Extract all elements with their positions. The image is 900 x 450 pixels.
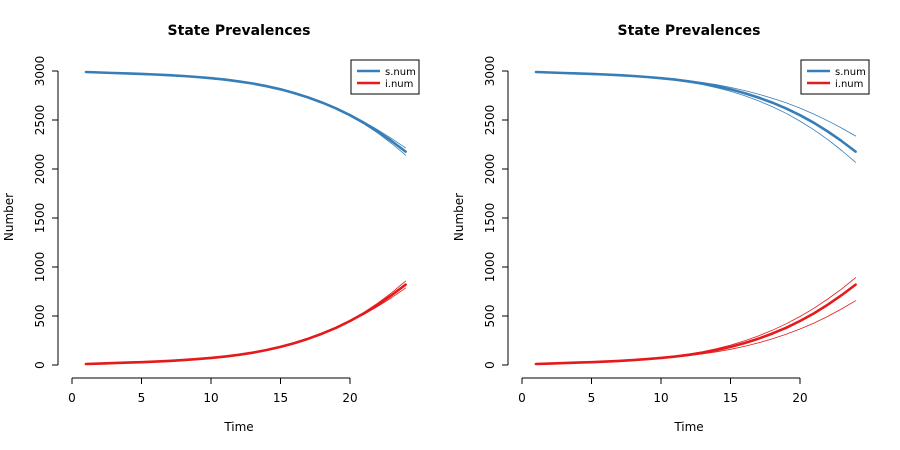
y-ticks: 0 500 1000 1500 2000 2500 3000 bbox=[483, 56, 508, 369]
x-ticks: 0 5 10 15 20 bbox=[518, 378, 808, 405]
x-tick-label: 5 bbox=[588, 391, 596, 405]
legend-label-s-num: s.num bbox=[835, 67, 866, 78]
y-tick-label: 2000 bbox=[483, 154, 497, 185]
y-axis-label: Number bbox=[2, 193, 16, 241]
chart-title: State Prevalences bbox=[618, 23, 761, 39]
y-tick-label: 1500 bbox=[483, 203, 497, 234]
series-line-i-num-simulation bbox=[535, 300, 856, 365]
y-tick-label: 3000 bbox=[483, 56, 497, 87]
legend-box bbox=[800, 59, 870, 95]
y-tick-label: 2500 bbox=[33, 105, 47, 136]
y-tick-label: 1000 bbox=[33, 252, 47, 283]
y-tick-label: 3000 bbox=[33, 56, 47, 87]
x-axis-label: Time bbox=[673, 420, 703, 434]
x-tick-label: 15 bbox=[723, 391, 738, 405]
legend-label-s-num: s.num bbox=[385, 67, 416, 78]
y-tick-label: 0 bbox=[33, 361, 47, 369]
legend: s.num i.num bbox=[800, 59, 870, 95]
x-ticks: 0 5 10 15 20 bbox=[68, 378, 358, 405]
x-tick-label: 0 bbox=[518, 391, 526, 405]
y-tick-label: 0 bbox=[483, 361, 497, 369]
x-tick-label: 10 bbox=[203, 391, 218, 405]
series-line-i-num-simulation bbox=[85, 280, 407, 365]
x-tick-label: 5 bbox=[138, 391, 146, 405]
series-line-s-num-simulation bbox=[85, 71, 407, 156]
series-line-i-num-simulation bbox=[535, 277, 856, 365]
series-line-i-num-mean bbox=[534, 283, 857, 366]
x-tick-label: 20 bbox=[342, 391, 357, 405]
x-tick-label: 0 bbox=[68, 391, 76, 405]
chart-title: State Prevalences bbox=[168, 23, 311, 39]
y-tick-label: 1500 bbox=[33, 203, 47, 234]
x-tick-label: 20 bbox=[792, 391, 807, 405]
y-axis-label: Number bbox=[452, 193, 466, 241]
y-tick-label: 1000 bbox=[483, 252, 497, 283]
legend-box bbox=[350, 59, 420, 95]
y-tick-label: 2000 bbox=[33, 154, 47, 185]
y-ticks: 0 500 1000 1500 2000 2500 3000 bbox=[33, 56, 58, 369]
series-line-s-num-simulation bbox=[535, 71, 856, 163]
x-tick-label: 15 bbox=[273, 391, 288, 405]
plot-series bbox=[534, 70, 857, 366]
panel-right: State Prevalences Time Number 0 5 10 15 20 0… bbox=[452, 23, 870, 434]
plot-series bbox=[84, 70, 407, 366]
y-tick-label: 2500 bbox=[483, 105, 497, 136]
legend-label-i-num: i.num bbox=[835, 79, 863, 90]
panel-left: State Prevalences Time Number 0 5 10 15 20 0… bbox=[2, 23, 420, 434]
y-tick-label: 500 bbox=[33, 305, 47, 328]
x-tick-label: 10 bbox=[653, 391, 668, 405]
series-line-i-num-mean bbox=[84, 283, 407, 366]
legend: s.num i.num bbox=[350, 59, 420, 95]
y-tick-label: 500 bbox=[483, 305, 497, 328]
legend-label-i-num: i.num bbox=[385, 79, 413, 90]
x-axis-label: Time bbox=[223, 420, 253, 434]
